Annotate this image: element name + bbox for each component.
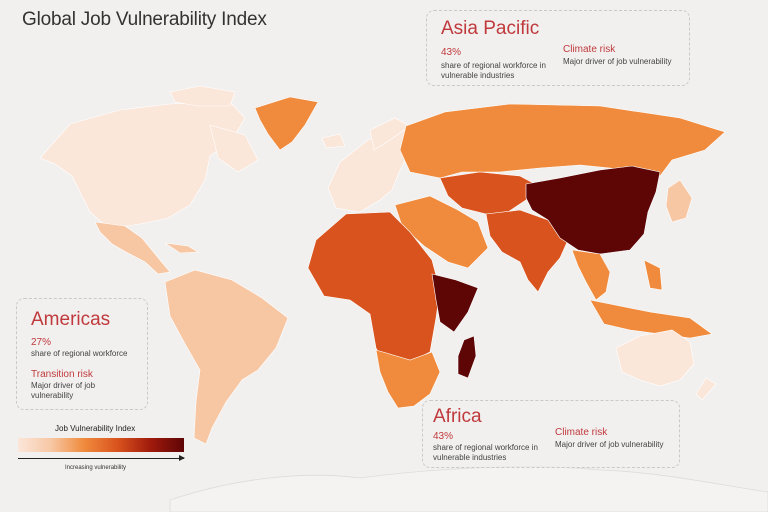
legend-subtitle: Increasing vulnerability — [65, 465, 127, 471]
risk-description: Major driver of job vulnerability — [31, 381, 96, 400]
legend-color-scale — [18, 438, 184, 452]
workforce-share-label: share of regional workforce in vulnerabl… — [441, 61, 546, 80]
region-north-america — [169, 85, 236, 107]
risk-description: Major driver of job vulnerability — [555, 440, 664, 449]
region-australia — [695, 377, 717, 401]
region-japan — [665, 179, 693, 223]
region-name: Americas — [31, 309, 111, 330]
region-name: Asia Pacific — [441, 18, 540, 39]
region-europe — [369, 117, 411, 151]
region-south-asia — [485, 209, 569, 293]
legend-title: Job Vulnerability Index — [55, 424, 136, 433]
region-north-america — [209, 124, 259, 173]
workforce-share-label: share of regional workforce — [31, 349, 128, 358]
workforce-share: 43% — [441, 47, 462, 58]
region-southern-africa — [375, 349, 441, 409]
risk-title: Transition risk — [31, 369, 93, 380]
antarctica — [169, 466, 768, 512]
region-southeast-asia — [571, 249, 611, 301]
region-central-asia — [439, 171, 536, 215]
region-europe — [321, 133, 346, 149]
region-central-america — [164, 242, 199, 254]
workforce-share-label: share of regional workforce in vulnerabl… — [433, 443, 538, 462]
africa-card: Africa 43% share of regional workforce i… — [422, 400, 680, 468]
region-southeast-asia — [589, 299, 713, 339]
region-north-america — [39, 101, 246, 227]
region-madagascar — [457, 335, 477, 379]
workforce-share: 27% — [31, 337, 52, 348]
region-name: Africa — [433, 406, 482, 427]
region-australia — [615, 329, 695, 387]
asia-pacific-card: Asia Pacific 43% share of regional workf… — [426, 10, 690, 86]
workforce-share: 43% — [433, 431, 454, 442]
region-east-africa — [431, 273, 479, 333]
risk-title: Climate risk — [555, 427, 608, 438]
legend-arrow-icon — [18, 455, 185, 461]
region-south-america — [164, 269, 289, 445]
risk-title: Climate risk — [563, 44, 616, 55]
risk-description: Major driver of job vulnerability — [563, 57, 672, 66]
region-china — [525, 165, 661, 255]
region-central-america — [94, 221, 171, 275]
region-southeast-asia — [643, 259, 663, 291]
region-russia — [399, 103, 726, 179]
map-title: Global Job Vulnerability Index — [22, 9, 267, 30]
americas-card: Americas 27% share of regional workforce… — [16, 298, 148, 410]
region-greenland — [254, 96, 319, 151]
